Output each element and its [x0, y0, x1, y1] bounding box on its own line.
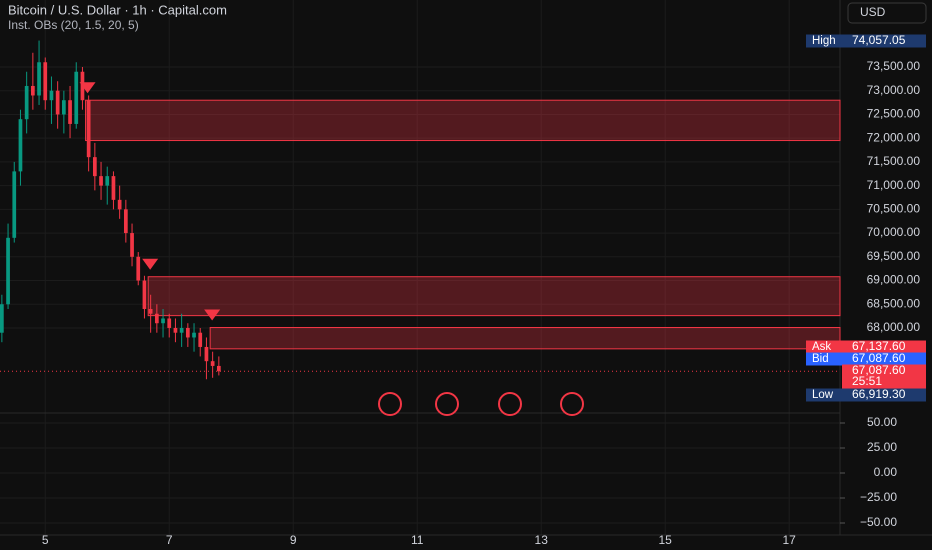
candle-body — [12, 171, 17, 238]
y-tick-label: 69,000.00 — [867, 273, 921, 287]
x-tick-label: 11 — [411, 533, 424, 547]
currency-button[interactable] — [847, 2, 927, 24]
signal-arrow — [204, 309, 221, 321]
event-flag[interactable] — [435, 392, 459, 416]
candle-body — [80, 71, 85, 101]
candle-body — [185, 327, 190, 338]
price-tag-label: Bid — [812, 353, 829, 365]
price-tag-label-bg — [806, 340, 842, 354]
candle-body — [136, 256, 141, 281]
y-tick-label: 25.00 — [867, 440, 897, 454]
event-flag[interactable] — [498, 392, 522, 416]
candle-body — [148, 308, 153, 314]
y-tick-label: 68,000.00 — [867, 320, 921, 334]
y-tick-label: 50.00 — [867, 415, 897, 429]
candle-body — [167, 318, 172, 328]
price-tag-value: 66,919.30 — [852, 387, 906, 401]
x-tick-label: 17 — [782, 533, 796, 547]
y-tick-label: 73,500.00 — [867, 59, 921, 73]
y-tick-label: −25.00 — [860, 490, 897, 504]
candle-body — [24, 85, 29, 120]
candle-body — [117, 199, 122, 210]
y-tick-label: 0.00 — [874, 465, 898, 479]
candle-body — [68, 100, 72, 124]
x-tick-label: 15 — [659, 533, 673, 547]
price-tag-label-bg — [806, 352, 842, 366]
price-tag — [842, 340, 926, 354]
candle-body — [18, 119, 23, 172]
indicator-label: Inst. OBs (20, 1.5, 20, 5) — [8, 18, 139, 32]
x-tick-label: 7 — [166, 533, 173, 547]
candle-body — [130, 233, 134, 257]
y-tick-label: 73,000.00 — [867, 83, 921, 97]
price-tag — [842, 388, 926, 402]
x-tick-label: 5 — [42, 533, 49, 547]
order-block — [147, 276, 841, 317]
candle-body — [161, 318, 165, 324]
candle-body — [173, 327, 178, 333]
order-block — [85, 99, 841, 142]
y-tick-label: 68,500.00 — [867, 296, 921, 310]
y-tick-label: 71,500.00 — [867, 154, 921, 168]
candle-body — [198, 332, 203, 347]
price-tag-value: 67,087.60 — [852, 363, 906, 377]
candle-body — [123, 209, 128, 234]
candle-body — [61, 100, 66, 115]
price-tag — [842, 34, 926, 48]
candle-body — [55, 90, 60, 115]
candle-body — [179, 327, 184, 333]
signal-arrow — [142, 258, 159, 270]
candle-body — [37, 62, 41, 96]
y-tick-label: 72,500.00 — [867, 107, 921, 121]
order-block — [209, 326, 841, 350]
y-tick-label: 71,000.00 — [867, 178, 921, 192]
price-tag-label-bg — [806, 388, 842, 402]
price-tag-value: 67,137.60 — [852, 339, 906, 353]
event-flags — [378, 392, 584, 416]
price-tag-value: 67,087.60 — [852, 351, 906, 365]
candle-body — [216, 365, 221, 372]
grid — [0, 0, 840, 535]
price-tag-label-bg — [806, 34, 842, 48]
price-tag-label: High — [812, 35, 836, 47]
candle-body — [192, 332, 196, 338]
y-tick-label: 70,000.00 — [867, 225, 921, 239]
price-tag-label: Ask — [812, 341, 831, 353]
candle-body — [111, 176, 116, 200]
candle-body — [92, 157, 97, 177]
countdown: 25:51 — [852, 374, 882, 388]
candle-body — [204, 346, 209, 362]
y-tick-label: −50.00 — [860, 515, 897, 529]
y-tick-label: 69,500.00 — [867, 249, 921, 263]
event-flag[interactable] — [560, 392, 584, 416]
candle-body — [142, 280, 147, 309]
currency-label[interactable]: USD — [860, 5, 886, 19]
candle-body — [43, 62, 48, 101]
candle-body — [49, 90, 54, 101]
candle-body — [74, 71, 79, 124]
price-tag — [842, 352, 926, 366]
candle-body — [105, 176, 110, 186]
x-tick-label: 9 — [290, 533, 297, 547]
event-flag[interactable] — [378, 392, 402, 416]
candle-body — [210, 361, 215, 366]
price-tag-label: Low — [812, 389, 834, 401]
candle-body — [99, 176, 103, 186]
candle-body — [0, 304, 4, 333]
y-tick-label: 70,500.00 — [867, 202, 921, 216]
price-tag — [842, 364, 926, 389]
candle-body — [86, 100, 91, 158]
y-tick-label: 72,000.00 — [867, 130, 921, 144]
price-tag-value: 74,057.05 — [852, 33, 906, 47]
chart-title: Bitcoin / U.S. Dollar · 1h · Capital.com — [8, 2, 227, 17]
candle-body — [6, 237, 10, 305]
candle-body — [154, 313, 159, 324]
x-tick-label: 13 — [535, 533, 549, 547]
candle-body — [30, 85, 35, 96]
